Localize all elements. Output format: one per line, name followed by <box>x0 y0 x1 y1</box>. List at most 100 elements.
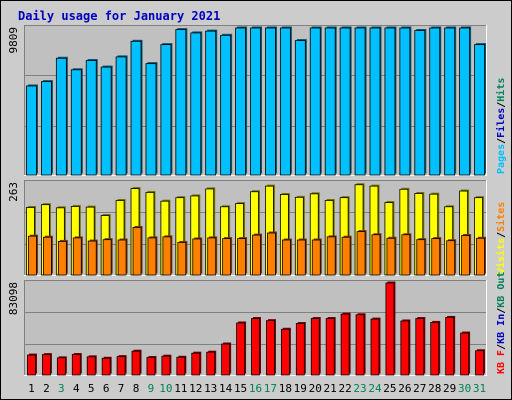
bar <box>280 328 290 376</box>
bar <box>414 30 426 176</box>
x-tick-label: 25 <box>383 382 396 395</box>
x-tick-label: 8 <box>133 382 140 395</box>
bar <box>71 354 81 376</box>
bar <box>309 27 321 176</box>
bar <box>175 29 187 176</box>
x-tick-label: 4 <box>73 382 80 395</box>
x-tick-label: 31 <box>473 382 486 395</box>
bar <box>42 354 51 376</box>
bar <box>115 56 127 176</box>
bar <box>310 318 320 376</box>
legend-text: / <box>496 138 507 144</box>
bar <box>116 356 126 376</box>
bar <box>70 69 82 176</box>
x-tick-label: 20 <box>309 382 322 395</box>
bar <box>476 237 485 276</box>
bar <box>474 44 485 176</box>
x-tick-label: 3 <box>58 382 65 395</box>
bar <box>236 322 245 376</box>
bar <box>132 227 142 276</box>
bar <box>386 237 396 276</box>
bar <box>57 241 67 276</box>
bar <box>147 237 157 276</box>
bar <box>296 239 306 276</box>
x-tick-label: 29 <box>443 382 456 395</box>
bar <box>356 231 366 276</box>
series-kb-f <box>27 281 486 376</box>
bar <box>145 63 157 176</box>
bar <box>160 44 172 176</box>
bar <box>28 235 37 276</box>
legend-text: KB Out <box>496 272 507 308</box>
legend-text: Sites <box>495 202 507 232</box>
bar <box>416 239 426 276</box>
bar <box>102 239 112 276</box>
x-tick-label: 26 <box>398 382 411 395</box>
bar <box>341 236 351 276</box>
bar <box>177 242 187 276</box>
x-tick-label: 14 <box>219 382 233 395</box>
bar <box>43 236 52 276</box>
bar <box>369 27 381 176</box>
bar <box>446 240 456 276</box>
bar <box>475 350 484 376</box>
bar <box>87 240 97 276</box>
bar <box>430 322 440 376</box>
bar <box>207 237 217 276</box>
bar <box>266 320 275 376</box>
x-tick-label: 27 <box>413 382 426 395</box>
bar <box>354 27 366 176</box>
bar <box>190 32 202 176</box>
legend-text: / <box>496 308 507 314</box>
panel-middle-legend: Visits/Sites <box>495 202 507 274</box>
panel-bottom-max-label: 83098 <box>7 282 20 315</box>
bar <box>162 236 172 276</box>
bar <box>355 314 365 376</box>
bar <box>251 318 260 376</box>
x-tick-label: 2 <box>43 382 50 395</box>
bar <box>237 238 246 276</box>
bar <box>324 27 336 176</box>
bar <box>220 34 232 176</box>
bar <box>26 85 37 176</box>
bar <box>191 352 201 376</box>
bar <box>250 27 261 176</box>
panel-top-max-label: 9809 <box>7 27 20 54</box>
bar <box>265 27 276 176</box>
legend-text: Visits <box>495 238 507 274</box>
bar <box>205 30 217 176</box>
bar <box>176 356 186 376</box>
x-tick-label: 16 <box>249 382 262 395</box>
bar <box>72 237 82 276</box>
bar <box>56 357 66 376</box>
x-tick-label: 13 <box>204 382 217 395</box>
legend-text: / <box>496 102 507 108</box>
bar <box>400 320 410 376</box>
bar <box>340 313 350 376</box>
bar <box>326 236 336 276</box>
x-tick-label: 18 <box>279 382 292 395</box>
bar <box>27 354 36 376</box>
x-tick-label: 15 <box>234 382 247 395</box>
legend-text: Files <box>495 108 507 138</box>
bar <box>370 318 380 376</box>
bar <box>281 239 291 276</box>
x-tick-label: 24 <box>368 382 382 395</box>
bar <box>460 332 469 376</box>
x-tick-label: 1 <box>28 382 35 395</box>
bar <box>55 57 67 176</box>
x-tick-label: 30 <box>458 382 471 395</box>
bar <box>384 27 396 176</box>
bar <box>311 239 321 276</box>
bar <box>100 66 112 176</box>
bar <box>461 235 470 276</box>
bar <box>221 343 231 376</box>
bar <box>459 27 470 176</box>
bar <box>222 238 232 276</box>
bar <box>415 318 425 376</box>
x-tick-label: 19 <box>294 382 307 395</box>
bar <box>371 234 381 276</box>
